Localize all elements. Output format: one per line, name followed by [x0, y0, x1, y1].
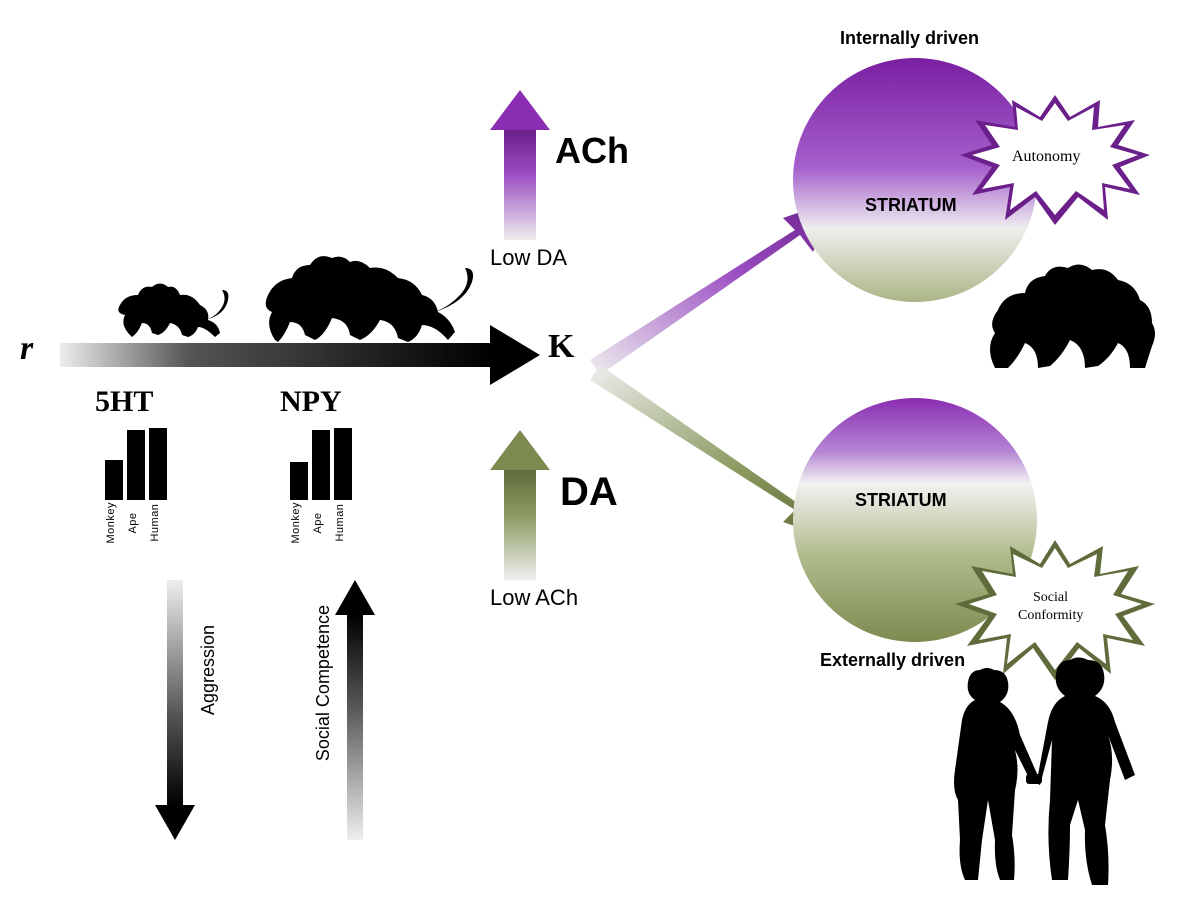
striatum-label-bottom: STRIATUM — [855, 490, 947, 511]
bar-label: Monkey — [290, 502, 308, 544]
ach-up-arrow — [490, 90, 550, 240]
social-competence-label: Social Competence — [313, 605, 334, 761]
aggression-label: Aggression — [198, 625, 219, 715]
striatum-label-top: STRIATUM — [865, 195, 957, 216]
ach-label: ACh — [555, 130, 629, 172]
bar-label: Ape — [312, 502, 330, 544]
npy-chart: Monkey Ape Human — [290, 425, 352, 544]
internally-driven-title: Internally driven — [840, 28, 979, 49]
k-label: K — [548, 328, 574, 366]
npy-label: NPY — [280, 385, 342, 419]
bar-label: Human — [334, 502, 352, 544]
diagram-stage: r K 5HT Monkey Ape Human NPY Monkey — [0, 0, 1183, 901]
autonomy-text: Autonomy — [1012, 148, 1080, 166]
social-conformity-line1: Social — [1033, 590, 1068, 606]
bar-label: Monkey — [105, 502, 123, 544]
social-conformity-line2: Conformity — [1018, 608, 1083, 624]
bar-label: Human — [149, 502, 167, 544]
da-up-arrow — [490, 430, 550, 580]
small-monkey-icon — [110, 265, 230, 345]
aggression-arrow — [155, 580, 195, 840]
ach-sublabel: Low DA — [490, 245, 567, 271]
large-monkey-icon — [260, 240, 480, 350]
serotonin-chart: Monkey Ape Human — [105, 425, 167, 544]
serotonin-label: 5HT — [95, 385, 153, 419]
bar-label: Ape — [127, 502, 145, 544]
hominin-pair-icon — [920, 640, 1170, 890]
r-label: r — [20, 330, 33, 368]
da-sublabel: Low ACh — [490, 585, 578, 611]
chimp-icon — [980, 248, 1160, 378]
social-competence-arrow — [335, 580, 375, 840]
